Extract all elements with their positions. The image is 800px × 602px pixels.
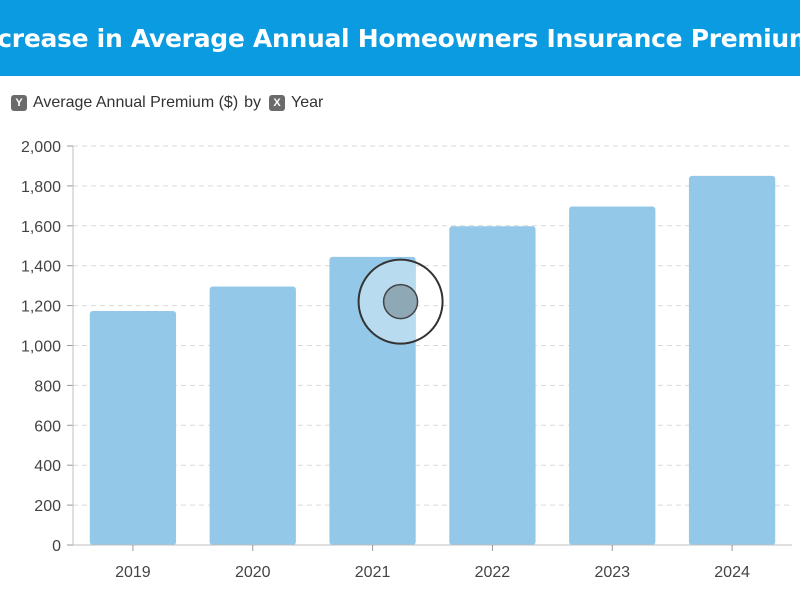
x-axis-ticks: 2019 2020 2021 2022 2023 2024 [73,544,792,581]
y-axis-ticks: 0 200 400 600 800 1,000 1,200 1,400 1,600 1,800 2,… [21,139,74,555]
y-tick-label: 1,600 [21,219,61,236]
legend-connector: by [244,94,262,111]
y-tick-label: 800 [34,378,61,395]
x-tick-label: 2022 [475,564,511,581]
axis-legend: Y Average Annual Premium ($) by X Year [11,92,323,114]
y-tick-label: 1,400 [21,259,61,276]
y-tick-label: 2,000 [21,139,61,156]
x-tick-label: 2019 [115,564,151,581]
y-tick-label: 1,000 [21,339,61,356]
bars [89,175,776,546]
x-tick-label: 2020 [235,564,271,581]
y-tick-label: 1,200 [21,299,61,316]
x-tick-label: 2021 [355,564,391,581]
gridlines [73,145,792,506]
y-axis-badge: Y [11,95,27,111]
bar-2023[interactable] [569,206,656,546]
chart-title: Increase in Average Annual Homeowners In… [0,23,800,53]
x-axis-badge: X [269,95,286,111]
bar-2020[interactable] [209,286,296,545]
bar-2022[interactable] [449,226,536,545]
bar-2024[interactable] [688,175,776,546]
cursor-inner-dot [382,283,419,320]
cursor-outer-ring [357,258,444,345]
y-tick-label: 400 [34,458,61,475]
x-tick-label: 2024 [714,564,750,581]
title-bar: Increase in Average Annual Homeowners In… [0,0,800,76]
y-tick-label: 0 [52,538,61,555]
y-tick-label: 600 [34,418,61,435]
y-axis-legend-label: Average Annual Premium ($) [33,94,239,111]
y-tick-label: 200 [34,498,61,515]
touch-cursor-indicator [357,258,444,345]
x-tick-label: 2023 [594,564,630,581]
x-axis-legend-label: Year [291,94,324,111]
y-tick-label: 1,800 [21,179,61,196]
bar-2019[interactable] [89,310,177,545]
